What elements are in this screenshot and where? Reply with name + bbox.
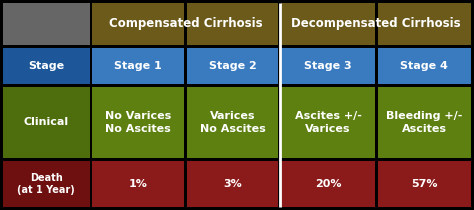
Bar (3, 161, 90, 207)
Text: 3%: 3% (223, 179, 242, 189)
Bar (3, 87, 90, 158)
Text: Ascites +/-
Varices: Ascites +/- Varices (295, 111, 362, 134)
Bar (281, 48, 375, 84)
Text: Stage 2: Stage 2 (209, 61, 256, 71)
Bar (378, 87, 471, 158)
Text: Compensated Cirrhosis: Compensated Cirrhosis (109, 17, 262, 30)
Bar (187, 3, 278, 45)
Text: Varices
No Ascites: Varices No Ascites (200, 111, 265, 134)
Bar (187, 48, 278, 84)
Bar (92, 161, 184, 207)
Bar (281, 87, 375, 158)
Text: Death
(at 1 Year): Death (at 1 Year) (18, 173, 75, 195)
Bar (92, 87, 184, 158)
Text: 1%: 1% (129, 179, 148, 189)
Text: Stage: Stage (28, 61, 64, 71)
Bar (3, 48, 90, 84)
Bar (378, 161, 471, 207)
Text: 20%: 20% (315, 179, 341, 189)
Bar (281, 3, 375, 45)
Bar (3, 3, 90, 45)
Text: Stage 4: Stage 4 (401, 61, 448, 71)
Text: Stage 1: Stage 1 (114, 61, 162, 71)
Bar (187, 161, 278, 207)
Text: Bleeding +/-
Ascites: Bleeding +/- Ascites (386, 111, 463, 134)
Bar (378, 3, 471, 45)
Text: No Varices
No Ascites: No Varices No Ascites (105, 111, 172, 134)
Bar (378, 48, 471, 84)
Bar (92, 3, 184, 45)
Bar (281, 161, 375, 207)
Bar (187, 87, 278, 158)
Text: Stage 3: Stage 3 (304, 61, 352, 71)
Bar (92, 48, 184, 84)
Text: Clinical: Clinical (24, 117, 69, 127)
Text: 57%: 57% (411, 179, 438, 189)
Text: Decompensated Cirrhosis: Decompensated Cirrhosis (292, 17, 461, 30)
